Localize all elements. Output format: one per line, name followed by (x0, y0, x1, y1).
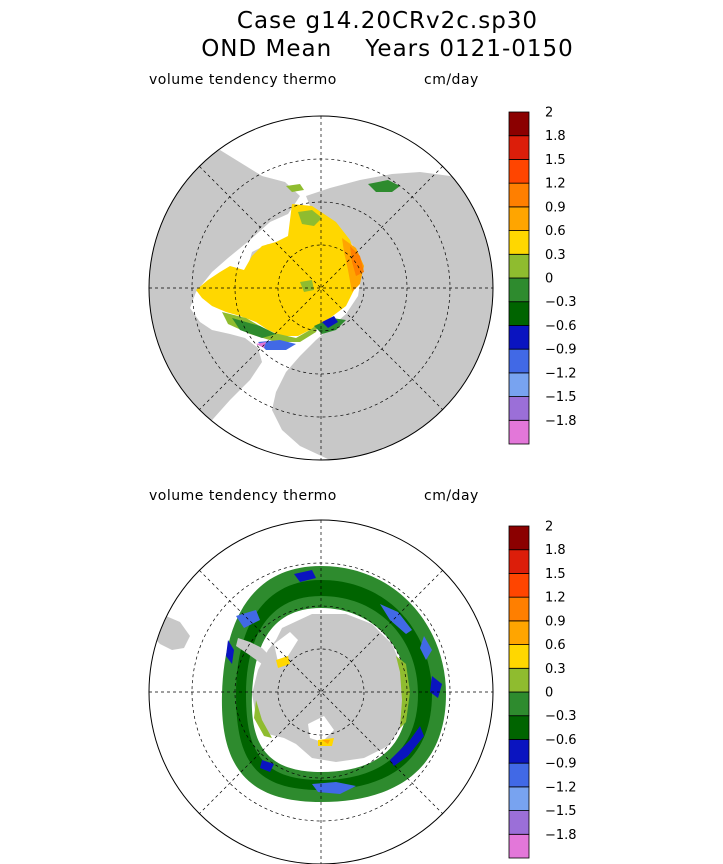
south-colorbar-swatch (508, 762, 530, 788)
figure-title-period: OND Mean Years 0121-0150 (201, 36, 574, 62)
north-ice-green-patch (300, 280, 314, 292)
south-ice-shelf-ross (308, 716, 334, 742)
south-ice-blue-ne (380, 604, 412, 634)
north-colorbar-swatch (508, 277, 530, 303)
south-colorbar-tick-label: 1.8 (545, 543, 566, 558)
south-ice-light-coast-west (254, 700, 272, 738)
north-colorbar-tick-label: 1.8 (545, 129, 566, 144)
south-colorbar-swatch (508, 620, 530, 645)
north-colorbar-swatch (508, 182, 530, 208)
north-ice-blue-barents (322, 316, 338, 328)
south-colorbar-swatch (508, 715, 530, 740)
north-colorbar-tick-label: 0.3 (545, 248, 566, 263)
south-colorbar-tick-label: 0 (545, 686, 553, 701)
north-colorbar-tick-label: −1.2 (545, 366, 577, 381)
north-colorbar-swatch (508, 419, 530, 445)
south-colorbar-tick-label: 0.3 (545, 662, 566, 677)
south-colorbar-tick-label: 0.9 (545, 614, 566, 629)
south-colorbar-swatch (508, 667, 530, 693)
south-colorbar: −1.8 −1.5 −1.2 −0.9 −0.6 −0.3 0 0.3 0.6 0.9 1.2 1.5… (508, 520, 577, 859)
north-units-label: cm/day (424, 72, 479, 88)
north-colorbar-swatch (508, 135, 530, 160)
south-ice-orange-ross (322, 740, 330, 744)
south-colorbar-tick-label: −0.9 (545, 757, 577, 772)
north-colorbar-swatch (508, 348, 530, 374)
north-land-americas (149, 150, 300, 440)
south-ice-ring (221, 566, 446, 802)
north-map-border (148, 115, 494, 461)
south-colorbar-swatch (508, 786, 530, 811)
south-variable-label: volume tendency thermo (149, 488, 337, 504)
north-ice-pink-hudson (256, 342, 266, 348)
south-colorbar-tick-label: 2 (545, 520, 553, 535)
south-ice-blue-west (226, 640, 234, 664)
north-colorbar-tick-label: 1.5 (545, 153, 566, 168)
north-colorbar-tick-label: −1.5 (545, 390, 577, 405)
south-colorbar-tick-label: −0.6 (545, 733, 577, 748)
south-colorbar-swatch (508, 573, 530, 598)
south-graticule (149, 520, 493, 864)
south-colorbar-swatch (508, 596, 530, 622)
north-colorbar-swatch (508, 253, 530, 279)
north-ice-blue-hudson (258, 340, 296, 350)
north-colorbar-swatch (508, 206, 530, 231)
north-ice-green-light (298, 210, 322, 226)
south-ice-blue-south (312, 782, 356, 794)
south-ice-shelf-weddell (274, 632, 298, 662)
south-units-label: cm/day (424, 488, 479, 504)
north-ice-bering (368, 180, 400, 192)
south-colorbar-tick-label: −1.2 (545, 780, 577, 795)
south-colorbar-swatch (508, 739, 530, 764)
north-graticule (149, 116, 493, 460)
north-ice-green-rim (222, 312, 318, 342)
south-ice-blue-east (430, 676, 442, 698)
south-colorbar-tick-label: 1.5 (545, 567, 566, 582)
north-ice-orange-red (350, 246, 364, 276)
north-colorbar-tick-label: 0.6 (545, 224, 566, 239)
south-ice-blue-se (390, 726, 424, 766)
south-colorbar-tick-label: −1.8 (545, 828, 577, 843)
north-colorbar-tick-label: 1.2 (545, 177, 566, 192)
north-colorbar: −1.8 −1.5 −1.2 −0.9 −0.6 −0.3 0 0.3 0.6 0.9 1.2 1.5… (508, 106, 577, 445)
north-variable-label: volume tendency thermo (149, 72, 337, 88)
north-polar-map (148, 115, 494, 461)
south-colorbar-swatch (508, 525, 530, 551)
north-colorbar-tick-label: 2 (545, 106, 553, 121)
north-colorbar-tick-label: −0.3 (545, 295, 577, 310)
south-colorbar-tick-label: 1.2 (545, 591, 566, 606)
north-colorbar-tick-label: −1.8 (545, 414, 577, 429)
north-colorbar-swatch (508, 159, 530, 184)
north-colorbar-swatch (508, 396, 530, 421)
south-ice-yellow-weddell (276, 656, 290, 668)
north-colorbar-swatch (508, 230, 530, 255)
north-colorbar-tick-label: 0 (545, 272, 553, 287)
south-colorbar-swatch (508, 810, 530, 835)
north-colorbar-tick-label: −0.6 (545, 319, 577, 334)
south-colorbar-swatch (508, 833, 530, 859)
north-ice-bering-light (286, 184, 304, 192)
south-ice-blue-sw (260, 760, 274, 772)
figure-title-case: Case g14.20CRv2c.sp30 (236, 8, 539, 34)
south-colorbar-swatch (508, 549, 530, 574)
north-colorbar-tick-label: 0.9 (545, 200, 566, 215)
south-map-border (148, 519, 494, 864)
south-colorbar-tick-label: −0.3 (545, 709, 577, 724)
north-colorbar-swatch (508, 111, 530, 137)
south-polar-map (148, 519, 494, 864)
south-ice-blue-north (294, 570, 316, 582)
north-colorbar-swatch (508, 301, 530, 326)
south-ice-dark-band (236, 580, 432, 790)
north-colorbar-swatch (508, 325, 530, 350)
north-land-eurasia (272, 172, 493, 460)
south-ice-blue-east2 (420, 636, 432, 660)
south-land-peninsula (236, 638, 270, 664)
north-ice-dark-green (232, 318, 276, 338)
north-colorbar-swatch (508, 372, 530, 397)
north-colorbar-tick-label: −0.9 (545, 343, 577, 358)
south-colorbar-tick-label: −1.5 (545, 804, 577, 819)
south-colorbar-tick-label: 0.6 (545, 638, 566, 653)
south-colorbar-swatch (508, 644, 530, 669)
south-colorbar-swatch (508, 691, 530, 717)
